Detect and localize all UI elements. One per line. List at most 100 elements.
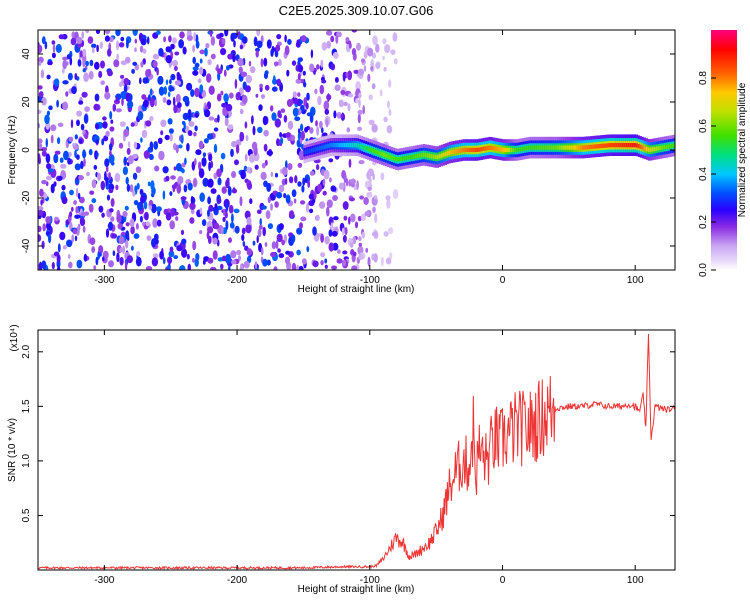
spectrogram-noise-cell [347,70,353,81]
spectrogram-noise-cell [177,176,184,184]
spectrogram-noise-cell [257,126,263,134]
spectrogram-noise-cell [381,256,384,267]
spectrogram-noise-cell [102,116,107,121]
spectrogram-ridge-cell [470,147,473,153]
spectrogram-noise-cell [207,257,214,264]
spectrogram-noise-cell [267,196,271,203]
spectrogram-noise-cell [328,229,333,237]
x-tick-label: -100 [360,275,380,286]
spectrogram-noise-cell [213,222,220,230]
x-tick-label: 100 [627,275,644,286]
spectrogram-noise-cell [332,51,339,59]
spectrogram-noise-cell [188,121,195,127]
spectrogram-noise-cell [139,77,142,85]
spectrogram-noise-cell [88,203,94,213]
spectrogram-noise-cell [158,47,164,57]
spectrogram-ridge-cell [614,143,617,148]
spectrogram-noise-cell [383,231,389,237]
spectrogram-noise-cell [370,66,374,71]
spectrogram-x-label: Height of straight line (km) [298,284,415,295]
spectrogram-ridge-cell [574,145,577,150]
spectrogram-noise-cell [267,223,273,230]
spectrogram-noise-cell [328,242,335,252]
spectrogram-noise-cell [182,46,187,55]
y-tick-label: 0 [21,147,32,153]
spectrogram-noise-cell [131,68,136,74]
spectrogram-noise-cell [352,236,357,245]
spectrogram-noise-cell [246,166,251,174]
spectrogram-ridge-cell [442,152,445,157]
spectrogram-noise-cell [74,163,81,171]
spectrogram-noise-cell [183,184,188,193]
spectrogram-noise-cell [194,125,198,132]
spectrogram-noise-cell [205,43,210,49]
spectrogram-noise-cell [256,30,261,37]
x-tick-label: 0 [500,275,506,286]
spectrogram-noise-cell [239,108,244,115]
spectrogram-noise-cell [306,92,310,101]
spectrogram-ridge-cell [412,154,416,159]
spectrogram-noise-cell [276,78,282,87]
spectrogram-noise-cell [286,69,290,77]
spectrogram-noise-cell [363,197,369,205]
spectrogram-noise-cell [62,244,67,250]
spectrogram-noise-cell [238,255,241,262]
spectrogram-noise-cell [194,87,200,98]
spectrogram-noise-cell [77,58,82,67]
spectrogram-noise-cell [38,209,44,217]
spectrogram-noise-cell [89,237,96,245]
spectrogram-noise-cell [274,172,279,178]
spectrogram-noise-cell [306,112,313,117]
spectrogram-ridge-cell [522,146,525,151]
spectrogram-noise-cell [324,108,330,115]
spectrogram-noise-cell [105,228,110,238]
spectrogram-noise-cell [285,132,291,138]
spectrogram-noise-cell [154,99,157,107]
spectrogram-noise-cell [112,103,117,112]
spectrogram-noise-cell [216,64,219,70]
spectrogram-noise-cell [158,86,165,96]
spectrogram-noise-cell [208,85,215,95]
spectrogram-noise-cell [45,175,52,181]
spectrogram-noise-cell [231,171,237,178]
spectrogram-noise-cell [125,176,129,185]
spectrogram-noise-cell [300,200,306,205]
spectrogram-noise-cell [248,153,256,163]
spectrogram-noise-cell [388,79,392,88]
spectrogram-noise-cell [150,180,155,191]
spectrogram-noise-cell [335,34,339,44]
spectrogram-noise-cell [288,210,295,219]
y-tick-label: 40 [21,48,32,60]
spectrogram-noise-cell [38,44,43,54]
spectrogram-noise-cell [108,188,114,194]
spectrogram-ridge-cell [653,146,656,152]
spectrogram-noise-cell [46,74,51,80]
spectrogram-noise-cell [94,61,100,70]
spectrogram-noise-cell [220,263,224,270]
spectrogram-noise-cell [264,242,268,247]
spectrogram-noise-cell [79,217,86,227]
spectrogram-ridge-cell [381,151,384,157]
spectrogram-noise-cell [214,203,218,209]
spectrogram-noise-cell [348,93,354,98]
spectrogram-noise-cell [242,36,248,44]
spectrogram-noise-cell [350,183,355,188]
spectrogram-noise-cell [245,135,249,142]
spectrogram-ridge-cell [625,143,629,148]
spectrogram-noise-cell [302,177,306,186]
spectrogram-noise-cell [192,44,196,53]
spectrogram-noise-cell [74,73,78,80]
spectrogram-ridge-cell [546,145,549,150]
spectrogram-noise-cell [303,97,308,107]
spectrogram-noise-cell [315,214,320,221]
spectrogram-noise-cell [38,142,43,151]
spectrogram-noise-cell [117,222,123,230]
spectrogram-noise-cell [241,94,248,105]
spectrogram-noise-cell [100,60,105,69]
spectrogram-noise-cell [274,118,281,128]
spectrogram-noise-cell [277,248,281,253]
spectrogram-noise-cell [326,206,330,217]
spectrogram-noise-cell [283,193,287,199]
spectrogram-noise-cell [120,74,125,79]
spectrogram-noise-cell [287,38,292,45]
